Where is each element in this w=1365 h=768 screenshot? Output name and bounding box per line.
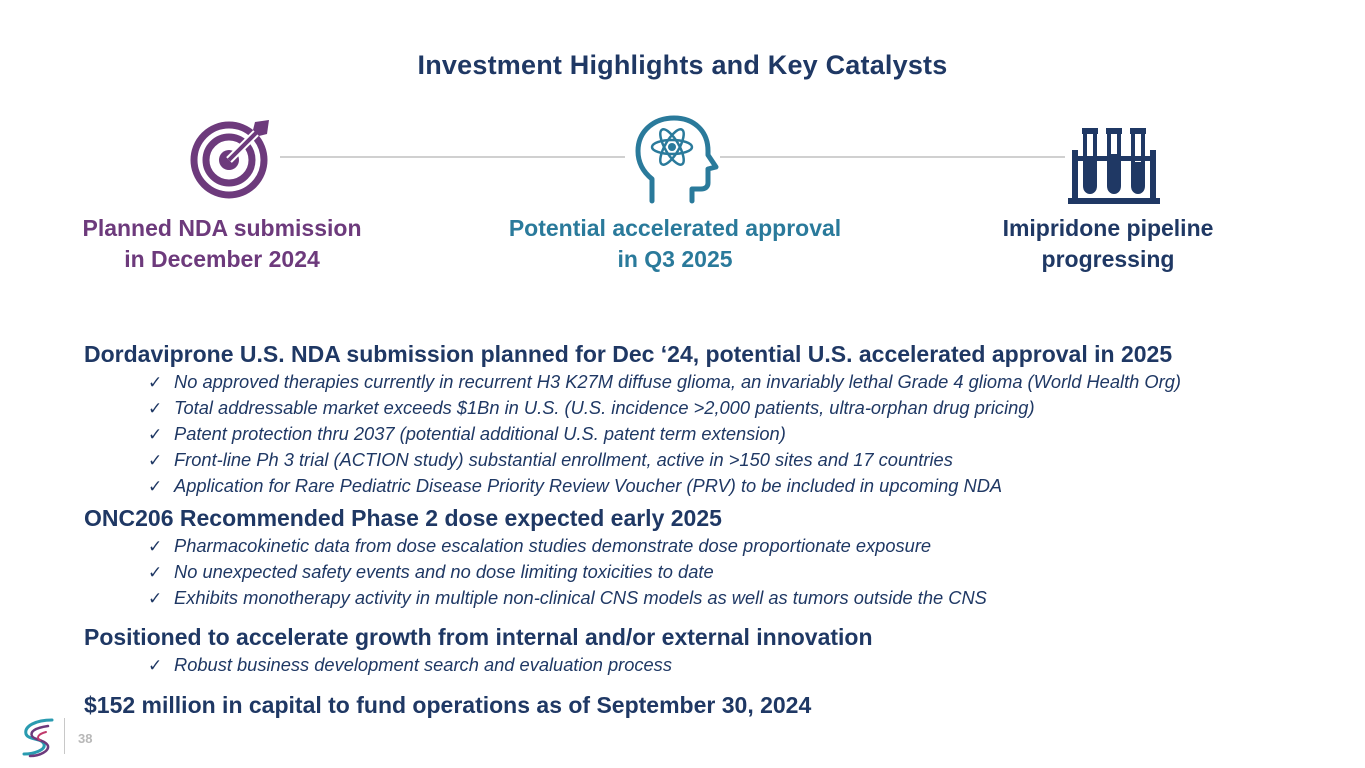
- page-number: 38: [78, 731, 93, 746]
- check-icon: ✓: [148, 563, 163, 582]
- catalyst-label-pipeline: Imipridone pipeline progressing: [930, 213, 1286, 275]
- catalyst-label-line2: progressing: [1041, 246, 1175, 272]
- test-tubes-icon: [1068, 128, 1160, 204]
- connector-line-left: [280, 156, 625, 158]
- section-heading: $152 million in capital to fund operatio…: [84, 692, 812, 718]
- section-heading: Positioned to accelerate growth from int…: [84, 624, 873, 650]
- check-icon: ✓: [148, 537, 163, 556]
- check-icon: ✓: [148, 477, 163, 496]
- check-icon: ✓: [148, 399, 163, 418]
- connector-line-right: [720, 156, 1065, 158]
- check-icon: ✓: [148, 373, 163, 392]
- footer-divider: [64, 718, 65, 754]
- bullet-text: Total addressable market exceeds $1Bn in…: [174, 397, 1035, 418]
- list-item: ✓ Front-line Ph 3 trial (ACTION study) su…: [148, 447, 1181, 473]
- catalyst-label-nda: Planned NDA submission in December 2024: [40, 213, 404, 275]
- check-icon: ✓: [148, 656, 163, 675]
- check-icon: ✓: [148, 589, 163, 608]
- slide-title: Investment Highlights and Key Catalysts: [417, 50, 948, 80]
- list-item: ✓ Pharmacokinetic data from dose escalati…: [148, 533, 987, 559]
- bullet-list: ✓ No approved therapies currently in recu…: [84, 369, 1181, 499]
- catalyst-label-line1: Imipridone pipeline: [1002, 215, 1214, 241]
- company-logo-icon: [22, 718, 54, 758]
- section-heading: ONC206 Recommended Phase 2 dose expected…: [84, 505, 722, 531]
- list-item: ✓ Application for Rare Pediatric Disease …: [148, 473, 1181, 499]
- bullet-list: ✓ Pharmacokinetic data from dose escalati…: [84, 533, 987, 611]
- section-growth: Positioned to accelerate growth from int…: [84, 622, 873, 678]
- list-item: ✓ Total addressable market exceeds $1Bn i…: [148, 395, 1181, 421]
- catalyst-label-approval: Potential accelerated approval in Q3 202…: [470, 213, 880, 275]
- bullet-text: Exhibits monotherapy activity in multipl…: [174, 587, 987, 608]
- list-item: ✓ No approved therapies currently in recu…: [148, 369, 1181, 395]
- catalyst-label-line2: in December 2024: [124, 246, 320, 272]
- bullet-text: Front-line Ph 3 trial (ACTION study) sub…: [174, 449, 953, 470]
- bullet-text: Pharmacokinetic data from dose escalatio…: [174, 535, 932, 556]
- brain-atom-icon: [635, 115, 719, 204]
- list-item: ✓ No unexpected safety events and no dose…: [148, 559, 987, 585]
- list-item: ✓ Patent protection thru 2037 (potential …: [148, 421, 1181, 447]
- section-capital: $152 million in capital to fund operatio…: [84, 690, 811, 720]
- check-icon: ✓: [148, 425, 163, 444]
- check-icon: ✓: [148, 451, 163, 470]
- list-item: ✓ Exhibits monotherapy activity in multip…: [148, 585, 987, 611]
- catalyst-label-line2: in Q3 2025: [617, 246, 733, 272]
- bullet-list: ✓ Robust business development search and …: [84, 652, 873, 678]
- target-icon: [190, 120, 269, 199]
- bullet-text: Application for Rare Pediatric Disease P…: [174, 475, 1003, 496]
- section-dordaviprone: Dordaviprone U.S. NDA submission planned…: [84, 339, 1181, 499]
- bullet-text: No approved therapies currently in recur…: [174, 371, 1181, 392]
- bullet-text: Robust business development search and e…: [174, 654, 672, 675]
- bullet-text: No unexpected safety events and no dose …: [174, 561, 714, 582]
- section-onc206: ONC206 Recommended Phase 2 dose expected…: [84, 503, 987, 611]
- list-item: ✓ Robust business development search and …: [148, 652, 873, 678]
- bullet-text: Patent protection thru 2037 (potential a…: [174, 423, 786, 444]
- catalyst-label-line1: Potential accelerated approval: [508, 215, 842, 241]
- section-heading: Dordaviprone U.S. NDA submission planned…: [84, 341, 1173, 367]
- catalyst-label-line1: Planned NDA submission: [82, 215, 362, 241]
